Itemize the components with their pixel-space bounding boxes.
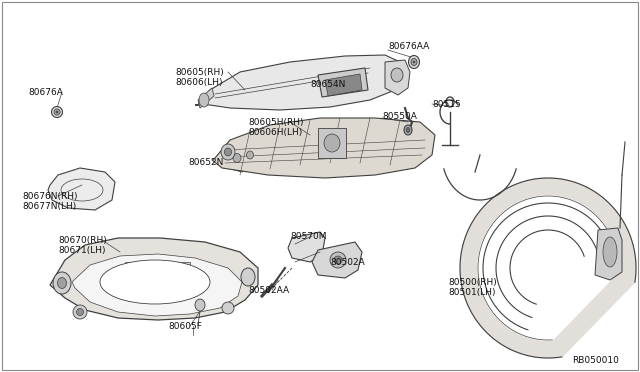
Text: 80677N(LH): 80677N(LH) <box>22 202 76 211</box>
Text: 80652N: 80652N <box>188 158 223 167</box>
Text: 80515: 80515 <box>432 100 461 109</box>
Polygon shape <box>288 232 325 262</box>
Ellipse shape <box>222 302 234 314</box>
Text: 80654N: 80654N <box>310 80 346 89</box>
Ellipse shape <box>221 144 235 160</box>
Polygon shape <box>325 74 362 96</box>
Polygon shape <box>48 168 115 210</box>
Polygon shape <box>595 228 622 280</box>
Ellipse shape <box>77 308 83 315</box>
Text: 80676A: 80676A <box>28 88 63 97</box>
Ellipse shape <box>53 272 71 294</box>
Polygon shape <box>225 142 258 172</box>
Ellipse shape <box>408 55 419 68</box>
Polygon shape <box>312 242 362 278</box>
Polygon shape <box>195 55 405 110</box>
Text: 80605F: 80605F <box>168 322 202 331</box>
Polygon shape <box>212 118 435 178</box>
Ellipse shape <box>324 134 340 152</box>
Ellipse shape <box>195 299 205 311</box>
Polygon shape <box>198 88 214 108</box>
Polygon shape <box>478 196 618 340</box>
Ellipse shape <box>411 58 417 65</box>
Bar <box>318 128 346 158</box>
Ellipse shape <box>413 61 415 63</box>
Text: 80500(RH): 80500(RH) <box>448 278 497 287</box>
Ellipse shape <box>54 109 60 115</box>
Ellipse shape <box>56 111 58 113</box>
Text: 80676AA: 80676AA <box>388 42 429 51</box>
Ellipse shape <box>406 128 410 132</box>
Polygon shape <box>460 178 636 358</box>
Polygon shape <box>318 68 368 97</box>
Text: 80671(LH): 80671(LH) <box>58 246 106 255</box>
Text: 80606(LH): 80606(LH) <box>175 78 223 87</box>
Ellipse shape <box>58 278 67 289</box>
Text: RB050010: RB050010 <box>572 356 619 365</box>
Ellipse shape <box>225 148 232 156</box>
Text: 80605(RH): 80605(RH) <box>175 68 224 77</box>
Bar <box>125 262 155 288</box>
Ellipse shape <box>100 260 210 304</box>
Polygon shape <box>50 238 258 320</box>
Ellipse shape <box>246 151 253 159</box>
Text: 80502AA: 80502AA <box>248 286 289 295</box>
Ellipse shape <box>199 93 209 107</box>
Polygon shape <box>385 60 410 95</box>
Text: 80670(RH): 80670(RH) <box>58 236 107 245</box>
Text: 80606H(LH): 80606H(LH) <box>248 128 302 137</box>
Ellipse shape <box>603 237 617 267</box>
Ellipse shape <box>73 305 87 319</box>
Text: 80501(LH): 80501(LH) <box>448 288 495 297</box>
Ellipse shape <box>391 68 403 82</box>
Ellipse shape <box>233 154 241 163</box>
Text: 80605H(RH): 80605H(RH) <box>248 118 303 127</box>
Ellipse shape <box>241 268 255 286</box>
Ellipse shape <box>51 106 63 118</box>
Polygon shape <box>72 254 242 316</box>
Text: 80550A: 80550A <box>382 112 417 121</box>
Ellipse shape <box>404 125 412 135</box>
Text: 80502A: 80502A <box>330 258 365 267</box>
Ellipse shape <box>330 252 346 268</box>
Bar <box>168 262 190 284</box>
Ellipse shape <box>334 256 342 264</box>
Text: 80570M: 80570M <box>290 232 326 241</box>
Text: 80676N(RH): 80676N(RH) <box>22 192 77 201</box>
